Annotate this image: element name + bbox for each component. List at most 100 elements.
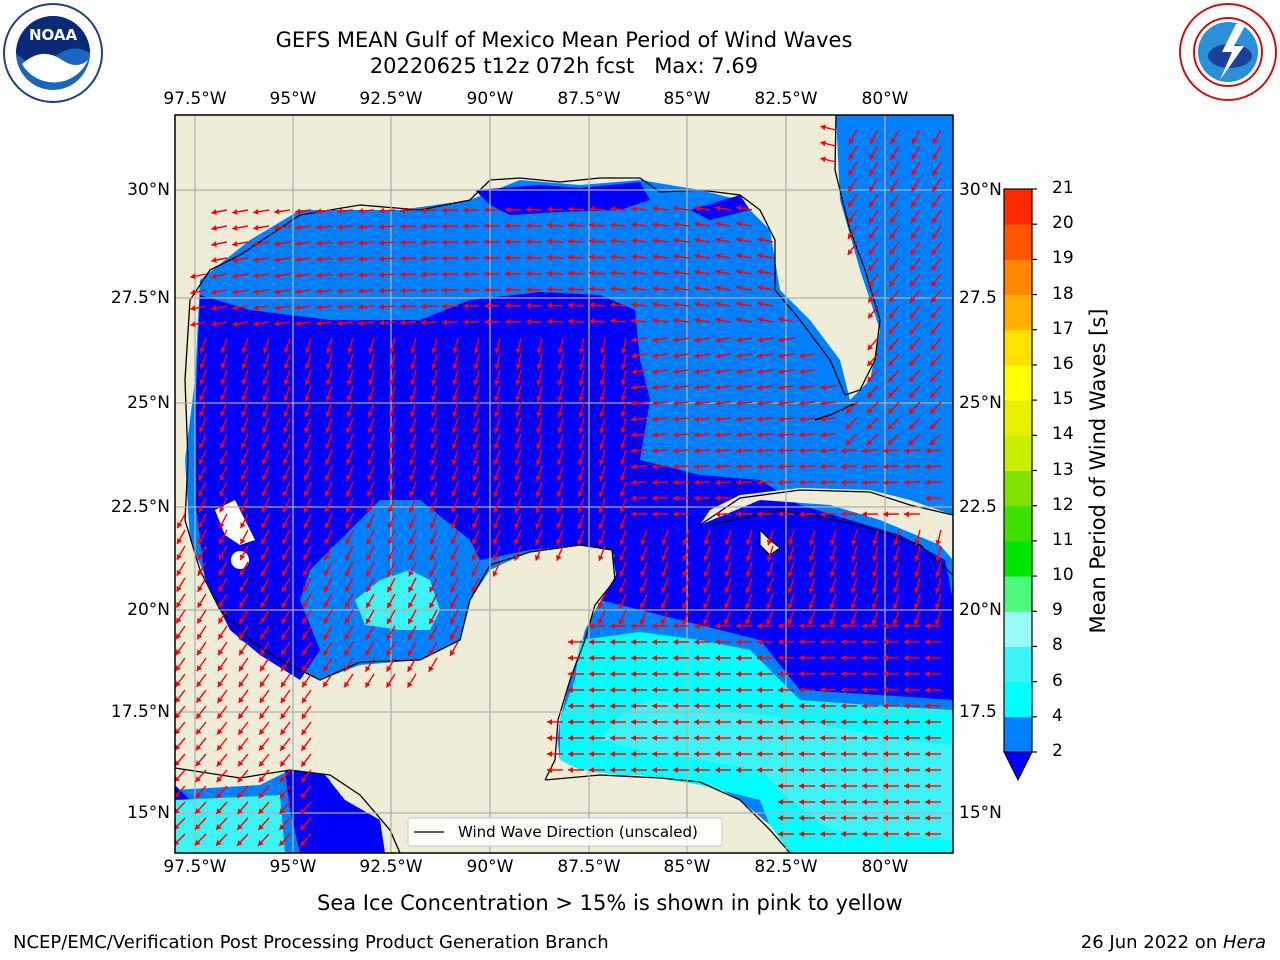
wind-wave-arrowhead — [241, 347, 248, 354]
wind-wave-arrowhead — [909, 376, 915, 382]
wind-wave-arrowhead — [934, 619, 941, 626]
wind-wave-arrowhead — [345, 554, 351, 561]
colorbar-segment — [1004, 540, 1032, 577]
wind-wave-arrowhead — [379, 303, 385, 310]
wind-wave-arrowhead — [889, 280, 895, 287]
wind-wave-arrowhead — [694, 336, 700, 343]
wind-wave-arrowhead — [610, 655, 615, 661]
wind-wave-arrowhead — [472, 491, 478, 497]
wind-wave-arrowhead — [505, 238, 510, 245]
wind-wave-arrowhead — [472, 459, 479, 466]
wind-wave-arrowhead — [281, 633, 287, 640]
wind-wave-arrowhead — [736, 253, 742, 259]
wind-wave-arrowhead — [631, 767, 636, 773]
wind-wave-arrowhead — [871, 603, 878, 610]
wind-wave-arrowhead — [218, 601, 224, 608]
wind-wave-arrowhead — [935, 539, 942, 546]
wind-wave-arrowhead — [868, 233, 875, 240]
wind-wave-arrowhead — [745, 555, 752, 562]
wind-wave-arrowhead — [848, 185, 854, 192]
wind-wave-arrowhead — [673, 431, 679, 438]
wind-wave-arrowhead — [366, 506, 373, 513]
wind-wave-arrowhead — [239, 617, 245, 624]
wind-wave-arrowhead — [715, 511, 720, 518]
wind-wave-arrowhead — [845, 439, 852, 446]
wind-wave-arrowhead — [715, 687, 720, 693]
wind-wave-arrowhead — [442, 239, 448, 246]
wind-wave-arrowhead — [631, 431, 637, 438]
wind-wave-arrowhead — [820, 719, 825, 725]
wind-wave-arrowhead — [661, 555, 667, 561]
wind-wave-arrowhead — [736, 384, 742, 391]
yucatan-land — [400, 545, 616, 770]
wind-wave-arrowhead — [535, 443, 542, 450]
wind-wave-arrowhead — [463, 239, 468, 246]
wind-wave-arrowhead — [430, 411, 437, 418]
wind-wave-arrowhead — [724, 603, 730, 609]
wind-wave-arrowhead — [515, 348, 522, 354]
colorbar-segment — [1004, 224, 1032, 260]
wind-wave-arrowhead — [883, 751, 888, 757]
wind-wave-arrowhead — [631, 735, 636, 741]
wind-wave-arrowhead — [262, 411, 268, 417]
wind-wave-arrowhead — [652, 623, 657, 629]
wind-wave-arrowhead — [452, 347, 459, 354]
wind-wave-arrowhead — [368, 347, 374, 354]
wind-wave-arrowhead — [253, 240, 259, 247]
wind-wave-arrowhead — [556, 443, 563, 450]
wind-wave-arrowhead — [652, 416, 658, 423]
wind-wave-arrowhead — [778, 719, 783, 725]
wind-wave-arrowhead — [325, 411, 332, 417]
wind-wave-arrowhead — [652, 400, 658, 407]
wind-wave-arrowhead — [872, 555, 878, 562]
wind-wave-arrowhead — [197, 633, 203, 640]
wind-wave-arrowhead — [547, 318, 553, 325]
chart-title: GEFS MEAN Gulf of Mexico Mean Period of … — [275, 28, 853, 52]
colorbar-tick-label: 9 — [1052, 600, 1063, 621]
wind-wave-arrowhead — [736, 511, 741, 518]
wind-wave-arrowhead — [694, 703, 699, 709]
wind-wave-arrowhead — [673, 384, 679, 391]
wind-wave-arrowhead — [262, 427, 268, 433]
wind-wave-arrowhead — [631, 511, 636, 518]
wind-wave-arrowhead — [238, 681, 245, 688]
wind-wave-arrowhead — [280, 729, 286, 735]
wind-wave-arrowhead — [890, 201, 896, 208]
wind-wave-arrowhead — [324, 602, 330, 608]
wind-wave-arrowhead — [232, 321, 238, 327]
wind-wave-arrowhead — [345, 602, 351, 608]
wind-wave-arrowhead — [262, 379, 269, 386]
wind-wave-arrowhead — [568, 270, 574, 277]
wind-wave-arrowhead — [911, 201, 917, 208]
wind-wave-arrowhead — [323, 633, 329, 640]
wind-wave-arrowhead — [577, 539, 583, 545]
wind-wave-arrowhead — [904, 783, 909, 789]
wind-wave-arrowhead — [358, 320, 364, 326]
wind-wave-arrowhead — [366, 586, 372, 593]
wind-wave-arrowhead — [778, 463, 784, 470]
wind-wave-arrowhead — [259, 744, 265, 751]
wind-wave-arrowhead — [253, 320, 259, 327]
wind-wave-arrowhead — [325, 443, 331, 449]
wind-wave-arrowhead — [694, 687, 699, 693]
wind-wave-arrowhead — [862, 463, 868, 470]
wind-wave-arrowhead — [365, 681, 371, 688]
wind-wave-arrowhead — [883, 831, 888, 837]
wind-wave-arrowhead — [640, 571, 646, 577]
wind-wave-arrowhead — [694, 205, 700, 212]
wind-wave-arrowhead — [526, 318, 532, 325]
wind-wave-arrowhead — [871, 587, 878, 594]
wind-wave-arrowhead — [673, 352, 679, 359]
wind-wave-arrowhead — [715, 639, 720, 645]
wind-wave-arrowhead — [715, 767, 720, 773]
wind-wave-arrowhead — [715, 447, 721, 454]
wind-wave-arrowhead — [820, 124, 826, 131]
wind-wave-arrowhead — [599, 348, 606, 354]
wind-wave-arrowhead — [259, 697, 265, 703]
wind-wave-arrowhead — [240, 570, 246, 576]
noaa-logo: NOAA — [3, 3, 103, 103]
wind-wave-arrowhead — [177, 522, 183, 529]
wind-wave-arrowhead — [324, 474, 331, 481]
lat-tick-left: 27.5°N — [110, 288, 170, 308]
wind-wave-arrowhead — [652, 751, 657, 757]
